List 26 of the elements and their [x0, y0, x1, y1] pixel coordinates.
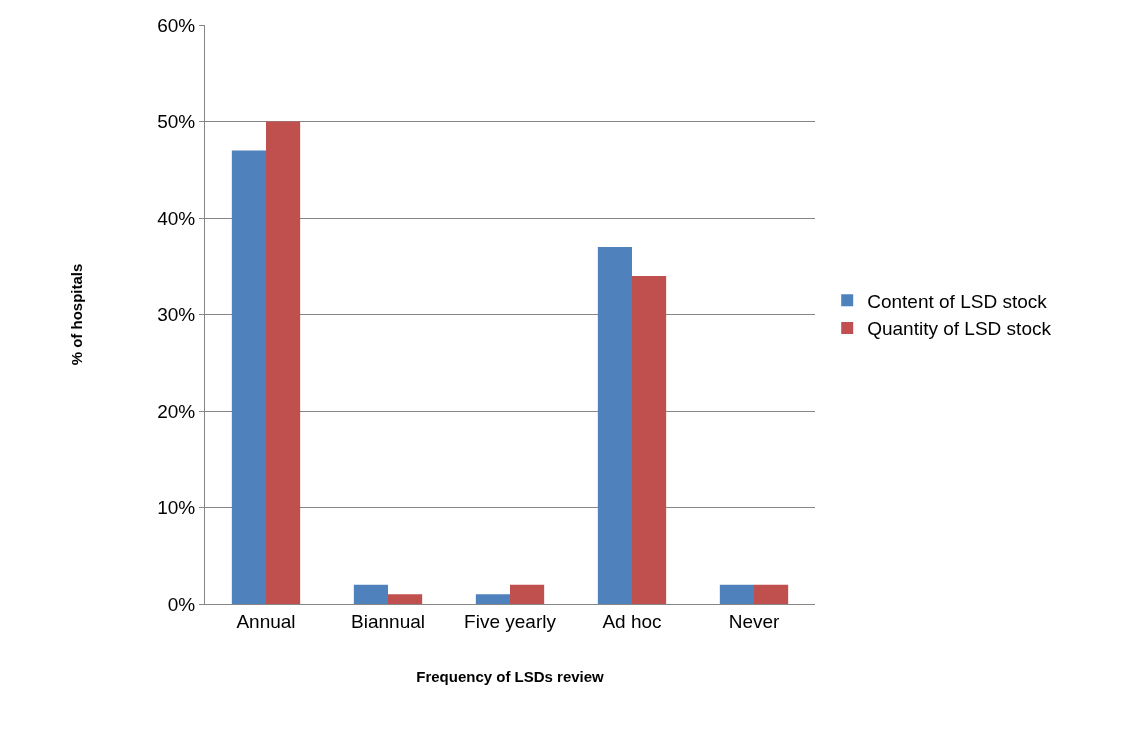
legend-label: Content of LSD stock — [867, 290, 1048, 312]
y-tick-label: 30% — [157, 304, 196, 326]
bar — [632, 275, 667, 604]
legend-label: Quantity of LSD stock — [867, 318, 1052, 340]
x-tick-label: Ad hoc — [602, 610, 662, 632]
bar — [353, 584, 388, 604]
bar — [597, 246, 632, 604]
bar — [475, 594, 510, 604]
y-tick-label: 50% — [157, 111, 196, 133]
bar — [388, 594, 423, 604]
bar — [266, 121, 301, 604]
x-tick-label: Biannual — [351, 610, 425, 632]
bar — [719, 584, 754, 604]
y-tick-label: 20% — [157, 400, 196, 422]
x-tick-label: Five yearly — [464, 610, 557, 632]
bar — [510, 584, 545, 604]
y-tick-label: 60% — [157, 14, 196, 36]
x-axis-title: Frequency of LSDs review — [416, 667, 605, 685]
bar — [231, 150, 266, 604]
y-tick-label: 0% — [167, 593, 196, 615]
x-tick-label: Annual — [236, 610, 296, 632]
y-tick-label: 40% — [157, 207, 196, 229]
y-tick-label: 10% — [157, 497, 196, 519]
bar — [754, 584, 789, 604]
x-tick-label: Never — [728, 610, 781, 632]
y-axis-title: % of hospitals — [68, 263, 86, 366]
